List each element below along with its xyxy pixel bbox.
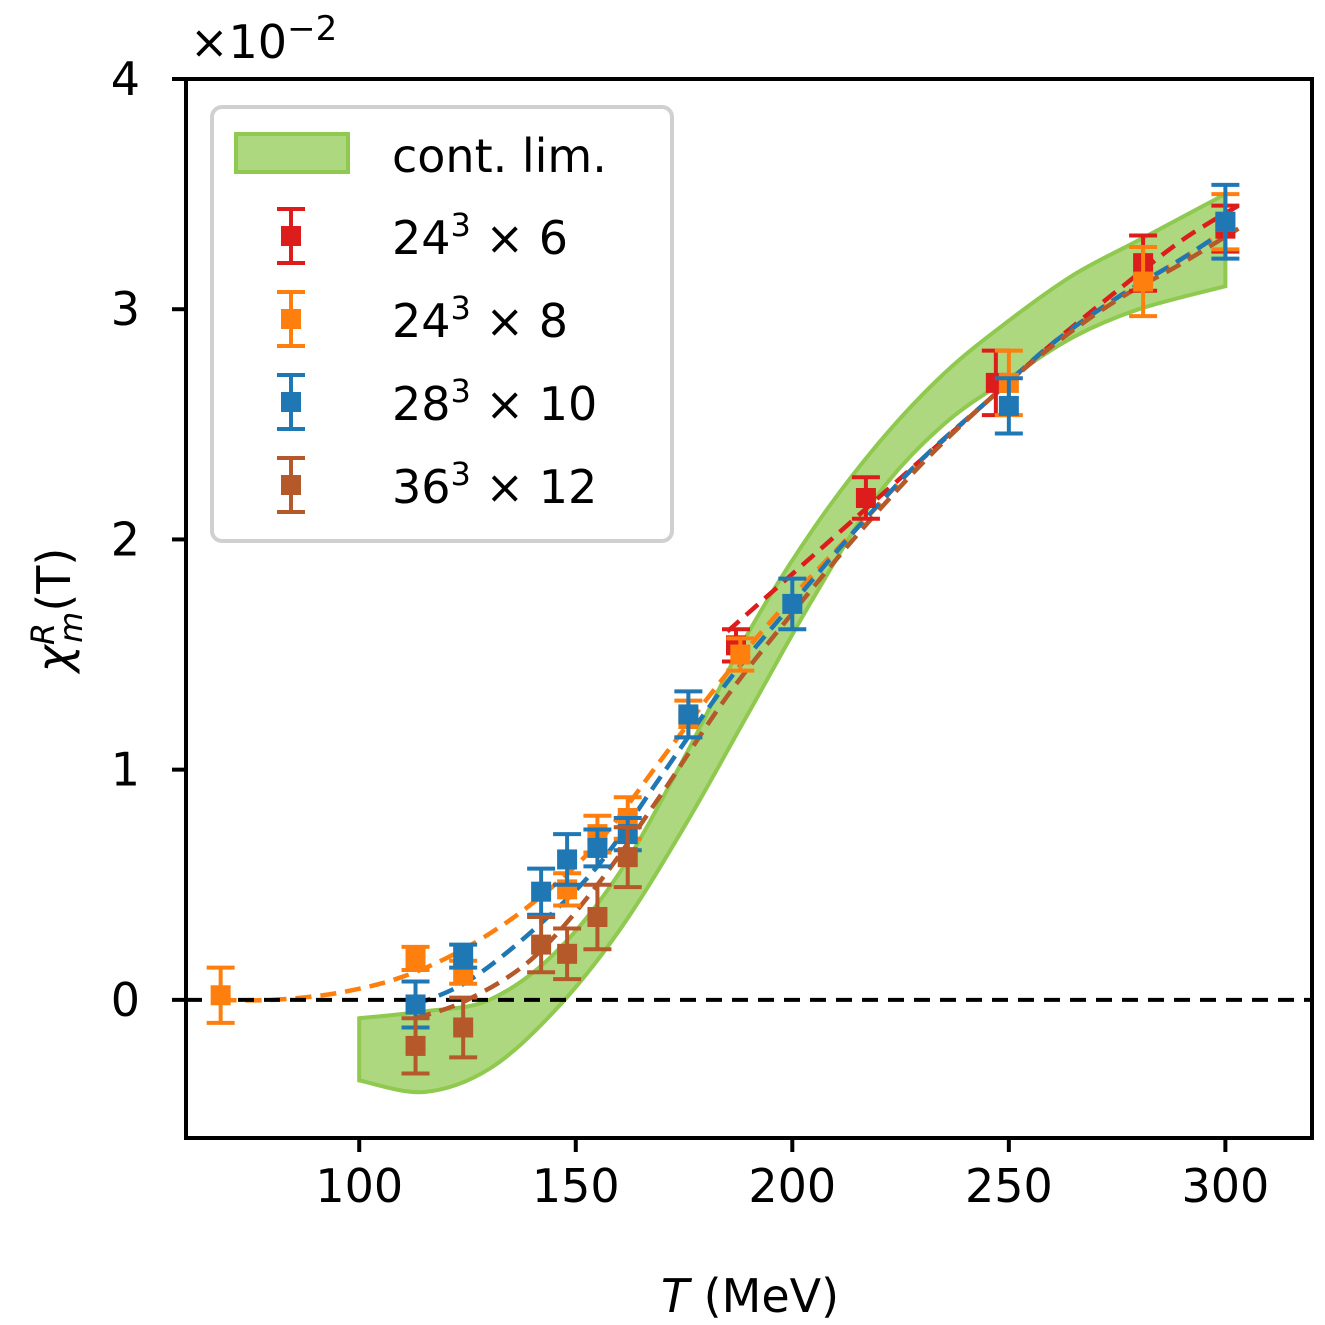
data-point-s3-2 — [527, 914, 556, 975]
marker — [453, 946, 474, 967]
legend-label-2: 283 × 10 — [392, 372, 597, 431]
axes-frame — [184, 77, 1314, 1140]
legend-entry-2: 283 × 10 — [277, 372, 597, 431]
legend-marker — [281, 309, 301, 329]
x-tick-label: 100 — [315, 1159, 403, 1213]
marker — [678, 704, 699, 725]
x-axis-label: T (MeV) — [661, 1269, 839, 1323]
legend-label-3: 363 × 12 — [392, 455, 597, 514]
marker — [730, 644, 751, 665]
marker — [587, 837, 608, 858]
legend-label-1: 243 × 8 — [392, 289, 568, 348]
data-point-s0-1 — [851, 475, 880, 521]
fit-curve-3 — [414, 226, 1240, 1021]
legend: cont. lim. 243 × 6 243 × 8 283 × 10 363 × 1… — [210, 105, 674, 543]
data-point-s3-3 — [553, 926, 582, 982]
data-point-s2-1 — [449, 942, 478, 970]
marker — [557, 849, 578, 870]
legend-entry-0: 243 × 6 — [277, 206, 568, 265]
data-point-s2-6 — [674, 689, 703, 740]
ticks-layer: 100 150 200 250 300 0 1 2 3 4 — [111, 52, 1270, 1213]
legend-label-band: cont. lim. — [392, 129, 607, 183]
data-point-s3-0 — [401, 1016, 430, 1076]
marker — [405, 948, 426, 969]
marker — [1133, 271, 1154, 292]
y-axis-label: χRm(T) — [24, 548, 90, 676]
legend-box — [210, 105, 674, 543]
x-tick-label: 150 — [532, 1159, 620, 1213]
legend-swatch-band — [234, 132, 350, 174]
marker — [617, 847, 638, 868]
marker — [782, 593, 803, 614]
data-point-s2-4 — [583, 827, 612, 869]
data-point-s2-2 — [527, 866, 556, 917]
data-point-s1-1 — [401, 944, 430, 972]
x-tick-label: 300 — [1181, 1159, 1269, 1213]
data-point-s3-4 — [583, 882, 612, 952]
legend-marker — [281, 392, 301, 412]
marker — [1215, 211, 1236, 232]
data-point-s3-5 — [613, 825, 642, 890]
x-tick-label: 200 — [748, 1159, 836, 1213]
legend-series: 243 × 6 243 × 8 283 × 10 363 × 12 — [277, 206, 597, 514]
legend-marker — [281, 475, 301, 495]
marker — [405, 994, 426, 1015]
y-tick-label: 1 — [111, 743, 140, 797]
fit-curve-0 — [725, 203, 1240, 634]
legend-marker — [281, 226, 301, 246]
marker — [855, 487, 876, 508]
legend-label-0: 243 × 6 — [392, 206, 568, 265]
marker — [587, 906, 608, 927]
y-tick-label: 2 — [111, 512, 140, 566]
y-tick-label: 0 — [111, 973, 140, 1027]
data-point-s1-0 — [206, 965, 235, 1025]
points-layer — [206, 182, 1240, 1076]
marker — [405, 1035, 426, 1056]
data-point-s2-9 — [1211, 182, 1240, 261]
marker — [531, 881, 552, 902]
marker — [998, 395, 1019, 416]
data-point-s2-7 — [778, 576, 807, 632]
data-point-s3-1 — [449, 995, 478, 1060]
marker — [210, 985, 231, 1006]
marker — [557, 943, 578, 964]
data-point-s1-7 — [726, 636, 755, 673]
data-point-s2-3 — [553, 832, 582, 887]
data-point-s1-9 — [1129, 245, 1158, 319]
legend-entry-1: 243 × 8 — [277, 289, 568, 348]
y-tick-label: 4 — [111, 52, 140, 106]
marker — [531, 934, 552, 955]
x-tick-label: 250 — [965, 1159, 1053, 1213]
legend-entry-3: 363 × 12 — [277, 455, 597, 514]
offset-text: ×10−2 — [190, 9, 337, 69]
data-point-s2-8 — [994, 376, 1023, 436]
marker — [453, 1017, 474, 1038]
y-tick-label: 3 — [111, 282, 140, 336]
